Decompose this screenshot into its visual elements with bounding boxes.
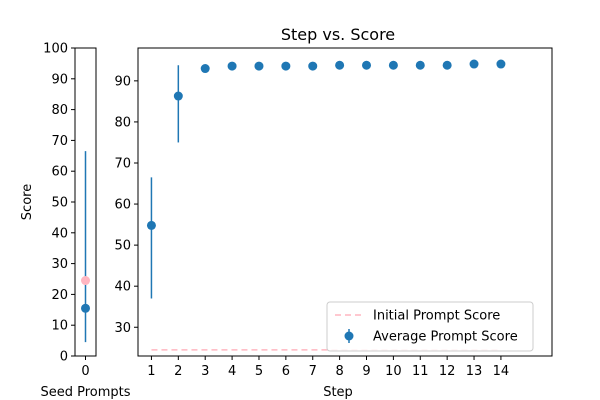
step-x-tick-label: 8 xyxy=(335,364,343,379)
step-y-tick-label: 50 xyxy=(114,239,131,254)
seed-initial-score-point xyxy=(81,276,90,286)
seed-y-tick-label: 60 xyxy=(51,165,68,180)
legend-initial-prompt-label: Initial Prompt Score xyxy=(373,309,500,324)
step-y-tick-label: 80 xyxy=(114,115,131,130)
step-average-score-point xyxy=(469,59,479,69)
step-average-score-point xyxy=(308,61,318,71)
step-x-tick-label: 14 xyxy=(493,364,510,379)
step-x-tick-label: 12 xyxy=(439,364,456,379)
step-y-axis: 30 40 50 60 70 80 90 xyxy=(114,74,138,336)
step-average-score-point xyxy=(146,220,156,230)
step-average-score-point xyxy=(442,60,452,70)
seed-y-axis: 0 10 20 30 40 50 60 70 80 90 100 xyxy=(43,42,75,365)
step-average-score-point xyxy=(362,60,372,70)
seed-prompts-panel: 0 10 20 30 40 50 60 70 80 90 100 0 Seed Prompts Sc… xyxy=(20,42,131,400)
chart-title: Step vs. Score xyxy=(281,25,395,44)
seed-y-tick-label: 70 xyxy=(51,134,68,149)
step-average-score-point xyxy=(254,61,264,71)
seed-y-axis-title: Score xyxy=(20,184,35,220)
step-x-tick-label: 5 xyxy=(255,364,263,379)
step-y-tick-label: 70 xyxy=(114,156,131,171)
step-x-tick-label: 7 xyxy=(309,364,317,379)
legend: Initial Prompt Score Average Prompt Scor… xyxy=(326,301,534,352)
seed-data-marks xyxy=(81,151,90,343)
step-x-axis: 1 2 3 4 5 6 7 8 9 10 11 12 13 14 xyxy=(147,356,509,379)
step-average-score-point xyxy=(496,59,506,69)
step-average-score-point xyxy=(335,60,345,70)
step-y-tick-label: 30 xyxy=(114,321,131,336)
step-average-score-point xyxy=(227,61,237,71)
legend-average-prompt-label: Average Prompt Score xyxy=(373,330,518,345)
step-y-tick-label: 60 xyxy=(114,198,131,213)
seed-x-tick-label: 0 xyxy=(81,364,89,379)
step-x-tick-label: 2 xyxy=(174,364,182,379)
seed-y-tick-label: 50 xyxy=(51,196,68,211)
seed-y-tick-label: 100 xyxy=(43,42,68,57)
step-x-tick-label: 3 xyxy=(201,364,209,379)
legend-box xyxy=(326,301,534,352)
step-x-tick-label: 4 xyxy=(228,364,236,379)
step-average-score-point xyxy=(388,60,398,70)
step-average-score-point xyxy=(200,64,210,74)
seed-x-axis: 0 xyxy=(81,356,90,379)
step-average-score-point xyxy=(281,61,291,71)
seed-y-tick-label: 40 xyxy=(51,226,68,241)
step-x-tick-label: 9 xyxy=(362,364,370,379)
step-x-tick-label: 6 xyxy=(282,364,290,379)
step-x-axis-title: Step xyxy=(323,385,353,400)
legend-average-prompt-marker xyxy=(344,331,354,341)
step-x-tick-label: 11 xyxy=(412,364,429,379)
step-y-tick-label: 90 xyxy=(114,74,131,89)
step-x-tick-label: 1 xyxy=(147,364,155,379)
step-plot-frame xyxy=(137,47,553,357)
step-x-tick-label: 10 xyxy=(385,364,402,379)
seed-x-axis-title: Seed Prompts xyxy=(40,385,130,400)
seed-y-tick-label: 80 xyxy=(51,103,68,118)
step-x-tick-label: 13 xyxy=(466,364,483,379)
seed-y-tick-label: 10 xyxy=(51,319,68,334)
seed-y-tick-label: 30 xyxy=(51,257,68,272)
step-average-score-point xyxy=(173,91,183,101)
seed-y-tick-label: 0 xyxy=(60,350,68,365)
step-y-tick-label: 40 xyxy=(114,280,131,295)
seed-average-score-point xyxy=(81,303,90,313)
step-average-score-point xyxy=(415,60,425,70)
seed-y-tick-label: 20 xyxy=(51,288,68,303)
seed-y-tick-label: 90 xyxy=(51,72,68,87)
